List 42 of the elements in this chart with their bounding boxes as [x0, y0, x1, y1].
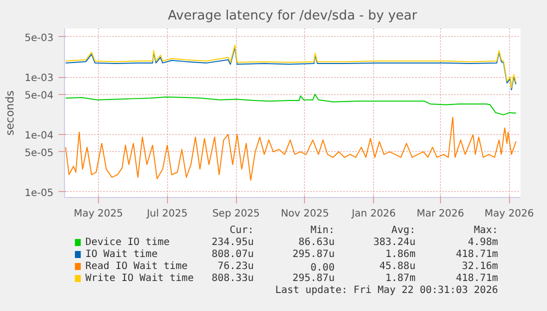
text: Max: [474, 225, 498, 236]
text: Avg: [391, 225, 416, 236]
y-tick-label: 5e-05 [24, 148, 54, 159]
y-tick-label: 5e-04 [24, 90, 54, 102]
y-tick-label: 1e-03 [24, 73, 54, 84]
text: 4.98m [468, 237, 498, 248]
text: 418.71m [456, 249, 498, 260]
text: 32.16m [462, 261, 498, 272]
text: 418.71m [456, 273, 498, 284]
x-tick-label: Jan 2026 [350, 208, 396, 220]
text: 295.87u [292, 273, 335, 284]
text: 86.63u [298, 237, 335, 248]
text: 234.95u [212, 237, 254, 248]
text: 0.00 [310, 262, 335, 274]
line-series [65, 116, 516, 181]
y-tick-label: 1e-04 [24, 130, 54, 142]
text: Last update: Fri May 22 00:31:03 2026 [275, 285, 498, 296]
text: 1.86m [385, 249, 416, 260]
text: 1.87m [385, 273, 416, 284]
x-tick-label: May 2026 [484, 208, 534, 220]
legend-label: IO Wait time [85, 249, 158, 260]
text: 808.07u [212, 249, 254, 260]
x-tick-label: Mar 2026 [416, 208, 464, 220]
y-tick-label: 1e-05 [24, 188, 54, 199]
x-tick-label: Nov 2025 [280, 208, 329, 220]
text: 808.33u [212, 273, 254, 284]
text: 45.88u [379, 261, 416, 272]
chart-title: Average latency for /dev/sda - by year [168, 8, 418, 24]
text: 295.87u [292, 249, 335, 260]
legend-label: Read IO Wait time [85, 261, 188, 272]
x-tick-label: May 2025 [74, 208, 124, 220]
y-tick-label: 5e-03 [24, 32, 54, 44]
text: 76.23u [218, 261, 254, 272]
legend-label: Device IO time [85, 237, 170, 248]
line-series [65, 94, 516, 116]
y-axis-title: seconds [4, 90, 17, 136]
text: 383.24u [373, 237, 416, 248]
text: Cur: [230, 225, 254, 236]
x-tick-label: Jul 2025 [146, 208, 188, 220]
legend-label: Write IO Wait time [85, 273, 194, 284]
x-tick-label: Sep 2025 [212, 208, 260, 220]
text: Min: [310, 225, 335, 236]
